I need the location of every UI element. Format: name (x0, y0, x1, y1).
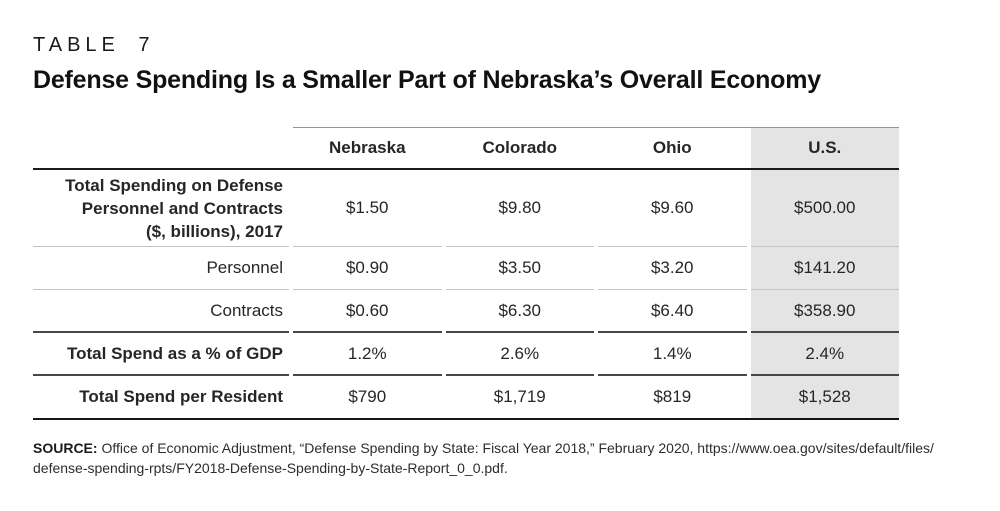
table-number-kicker: TABLE 7 (33, 34, 155, 56)
column-header-us: U.S. (750, 128, 899, 168)
cell-value-us: $1,528 (750, 376, 899, 418)
table-header-row: Nebraska Colorado Ohio U.S. (33, 128, 899, 168)
cell-value: $1.50 (293, 170, 442, 247)
cell-value: $3.20 (598, 247, 747, 290)
column-header-colorado: Colorado (482, 138, 558, 157)
cell-value-us: $141.20 (750, 247, 899, 290)
cell-value: 2.6% (445, 333, 594, 376)
row-label: Total Spend as a % of GDP (33, 333, 289, 376)
cell-value: $9.80 (445, 170, 594, 247)
header-spacer-cell (33, 128, 289, 168)
table-row-personnel: Personnel $0.90 $3.50 $3.20 $141.20 (33, 247, 899, 290)
table-row-pct-gdp: Total Spend as a % of GDP 1.2% 2.6% 1.4%… (33, 333, 899, 376)
source-note: SOURCE: Office of Economic Adjustment, “… (33, 439, 975, 478)
cell-value-us: $358.90 (750, 290, 899, 333)
cell-value: $0.90 (293, 247, 442, 290)
cell-value: $790 (348, 387, 387, 406)
table-bottom-rule (33, 418, 899, 420)
cell-value: $0.60 (293, 290, 442, 333)
row-label: Personnel (33, 247, 289, 290)
row-label: Total Spending on Defense Personnel and … (33, 170, 289, 247)
table-top-rule (293, 127, 899, 128)
cell-value: $3.50 (445, 247, 594, 290)
row-label: Total Spend per Resident (79, 387, 283, 406)
cell-value: $9.60 (598, 170, 747, 247)
table-title: Defense Spending Is a Smaller Part of Ne… (33, 66, 821, 94)
cell-value: $1,719 (493, 387, 546, 406)
source-label: SOURCE: (33, 440, 98, 456)
cell-value-us: $500.00 (750, 170, 899, 247)
cell-value: $6.40 (598, 290, 747, 333)
cell-value-us: 2.4% (750, 333, 899, 376)
table-row-total-spending: Total Spending on Defense Personnel and … (33, 170, 899, 247)
defense-spending-table: Nebraska Colorado Ohio U.S. Total Spendi… (33, 127, 899, 420)
header-bottom-rule (33, 168, 899, 170)
cell-value: $6.30 (445, 290, 594, 333)
column-header-nebraska: Nebraska (328, 138, 406, 157)
cell-value: 1.4% (598, 333, 747, 376)
source-text-line2: defense-spending-rpts/FY2018-Defense-Spe… (33, 459, 508, 476)
row-label: Contracts (33, 290, 289, 333)
cell-value: 1.2% (293, 333, 442, 376)
source-text-line1: Office of Economic Adjustment, “Defense … (97, 440, 934, 456)
column-header-ohio: Ohio (652, 138, 692, 157)
table-row-per-resident: Total Spend per Resident $790 $1,719 $81… (33, 376, 899, 418)
table-row-contracts: Contracts $0.60 $6.30 $6.40 $358.90 (33, 290, 899, 333)
cell-value: $819 (653, 387, 692, 406)
